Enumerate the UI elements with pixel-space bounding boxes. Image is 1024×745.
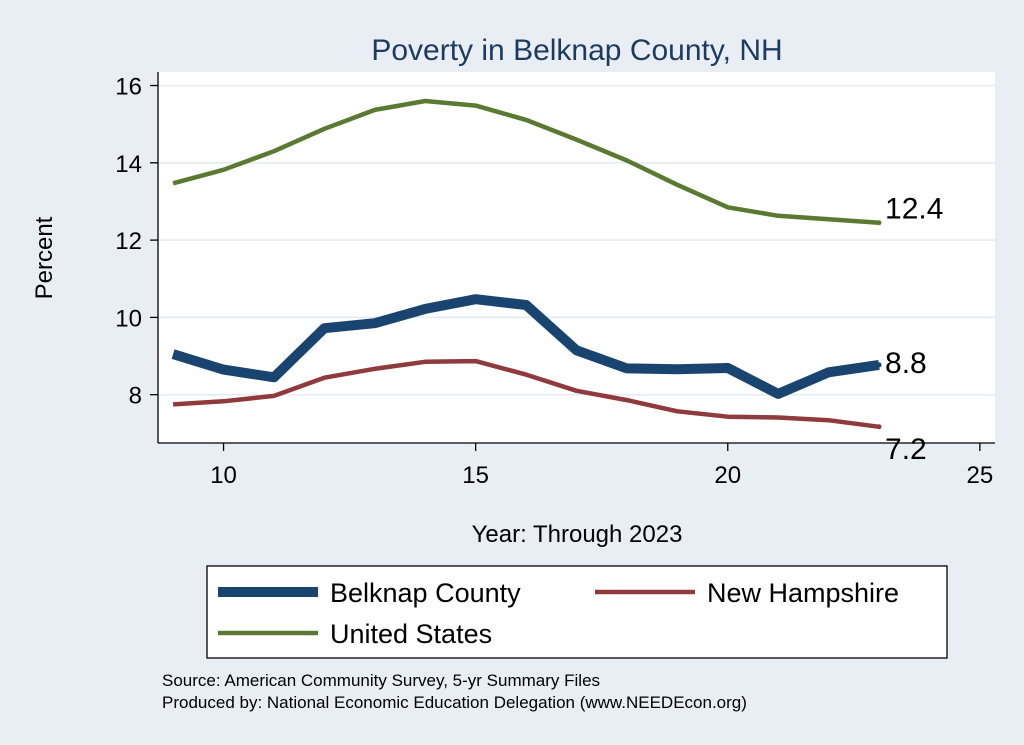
legend-label-belknap-county: Belknap County bbox=[330, 578, 521, 608]
series-lines bbox=[171, 98, 882, 430]
end-marker-new-hampshire bbox=[876, 424, 882, 430]
end-label-belknap-county: 8.8 bbox=[885, 347, 927, 380]
y-tick-label: 12 bbox=[115, 228, 142, 255]
producer-note: Produced by: National Economic Education… bbox=[162, 693, 747, 712]
y-axis-label: Percent bbox=[31, 216, 58, 299]
chart-title: Poverty in Belknap County, NH bbox=[371, 34, 782, 67]
x-ticks: 10 15 20 25 bbox=[210, 443, 993, 489]
x-tick-label: 10 bbox=[210, 462, 237, 489]
grid-lines bbox=[158, 84, 995, 396]
x-tick-label: 25 bbox=[967, 462, 994, 489]
end-label-new-hampshire: 7.2 bbox=[885, 433, 927, 466]
series-line-belknap-county bbox=[171, 294, 880, 399]
legend: Belknap County New Hampshire United Stat… bbox=[206, 565, 948, 659]
legend-label-united-states: United States bbox=[330, 619, 492, 649]
plot-area bbox=[158, 72, 995, 443]
x-tick-label: 15 bbox=[462, 462, 489, 489]
y-tick-label: 8 bbox=[129, 383, 142, 410]
series-line-new-hampshire bbox=[172, 358, 880, 430]
series-line-united-states bbox=[172, 98, 880, 225]
source-note: Source: American Community Survey, 5-yr … bbox=[162, 671, 600, 690]
end-labels: 12.4 7.2 8.8 bbox=[885, 193, 943, 466]
y-tick-label: 16 bbox=[115, 74, 142, 101]
y-tick-label: 14 bbox=[115, 151, 142, 178]
end-marker-united-states bbox=[876, 220, 882, 226]
x-axis-label: Year: Through 2023 bbox=[472, 521, 683, 548]
end-label-united-states: 12.4 bbox=[885, 193, 943, 226]
y-ticks: 8 10 12 14 16 bbox=[115, 74, 158, 410]
y-tick-label: 10 bbox=[115, 305, 142, 332]
legend-box bbox=[206, 565, 948, 659]
x-tick-label: 20 bbox=[714, 462, 741, 489]
legend-label-new-hampshire: New Hampshire bbox=[707, 578, 899, 608]
end-marker-belknap-county bbox=[876, 362, 882, 368]
